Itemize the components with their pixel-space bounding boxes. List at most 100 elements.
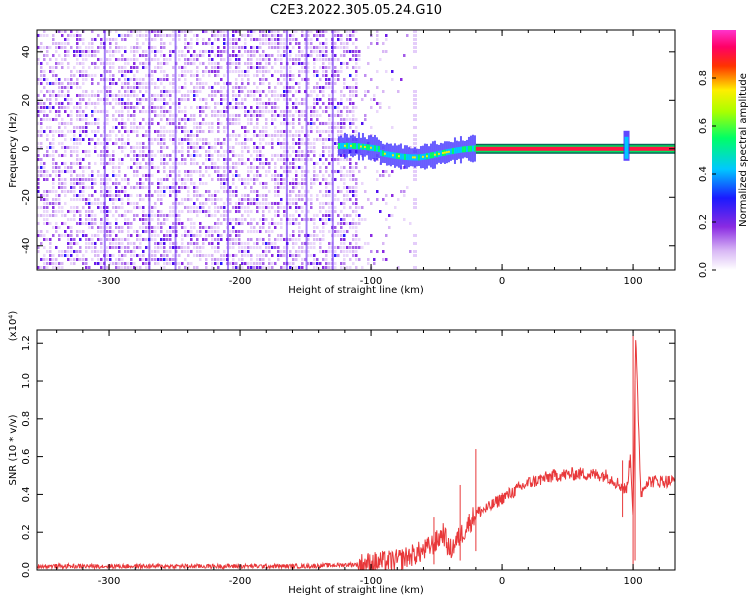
heatmap-cell: [247, 210, 250, 213]
heatmap-cell: [133, 82, 136, 85]
heatmap-cell: [190, 218, 193, 221]
heatmap-cell: [136, 186, 139, 189]
heatmap-cell: [244, 94, 247, 97]
heatmap-cell: [160, 154, 163, 157]
heatmap-cell: [211, 214, 214, 217]
heatmap-cell: [340, 34, 343, 37]
heatmap-cell: [58, 170, 61, 173]
heatmap-cell: [106, 154, 109, 157]
heatmap-cell: [253, 94, 256, 97]
heatmap-signal-core: [417, 154, 420, 161]
heatmap-cell: [340, 46, 343, 49]
heatmap-cell: [202, 138, 205, 141]
heatmap-cell: [124, 210, 127, 213]
heatmap-cell: [310, 38, 313, 41]
heatmap-cell: [349, 266, 352, 269]
heatmap-cell: [184, 126, 187, 129]
heatmap-cell: [130, 258, 133, 261]
heatmap-cell: [67, 34, 70, 37]
heatmap-cell: [220, 222, 223, 225]
heatmap-cell: [187, 230, 190, 233]
heatmap-cell: [100, 134, 103, 137]
heatmap-cell: [82, 66, 85, 69]
heatmap-cell: [298, 266, 301, 269]
heatmap-cell: [70, 242, 73, 245]
heatmap-cell: [253, 166, 256, 169]
heatmap-signal-peak: [425, 155, 428, 158]
heatmap-cell: [49, 262, 52, 265]
heatmap-cell: [100, 78, 103, 81]
heatmap-cell: [58, 126, 61, 129]
heatmap-cell: [40, 162, 43, 165]
heatmap-cell: [196, 190, 199, 193]
heatmap-cell: [265, 54, 268, 57]
heatmap-cell: [181, 250, 184, 253]
heatmap-signal-core: [339, 142, 342, 149]
heatmap-cell: [301, 70, 304, 73]
heatmap-cell: [382, 42, 385, 45]
heatmap-cell: [169, 206, 172, 209]
heatmap-cell: [232, 98, 235, 101]
heatmap-cell: [310, 126, 313, 129]
heatmap-cell: [157, 246, 160, 249]
heatmap-cell: [178, 174, 181, 177]
heatmap-cell: [61, 222, 64, 225]
heatmap-cell: [397, 266, 400, 269]
heatmap-cell: [217, 126, 220, 129]
heatmap-cell: [283, 170, 286, 173]
heatmap-cell: [43, 34, 46, 37]
heatmap-cell: [223, 206, 226, 209]
heatmap-cell: [40, 70, 43, 73]
heatmap-cell: [130, 70, 133, 73]
heatmap-cell: [46, 46, 49, 49]
heatmap-cell: [259, 130, 262, 133]
heatmap-cell: [253, 130, 256, 133]
heatmap-cell: [307, 242, 310, 245]
heatmap-cell: [295, 82, 298, 85]
heatmap-cell: [280, 254, 283, 257]
heatmap-cell: [40, 66, 43, 69]
heatmap-cell: [73, 162, 76, 165]
heatmap-cell: [112, 54, 115, 57]
heatmap-cell: [97, 58, 100, 61]
heatmap-cell: [412, 254, 417, 257]
heatmap-cell: [112, 242, 115, 245]
heatmap-cell: [106, 90, 109, 93]
heatmap-cell: [91, 178, 94, 181]
heatmap-cell: [124, 86, 127, 89]
heatmap-cell: [346, 250, 349, 253]
heatmap-cell: [133, 114, 136, 117]
heatmap-cell: [121, 146, 124, 149]
heatmap-cell: [61, 90, 64, 93]
heatmap-cell: [97, 122, 100, 125]
heatmap-cell: [355, 118, 358, 121]
heatmap-cell: [193, 158, 196, 161]
heatmap-cell: [343, 122, 346, 125]
heatmap-cell: [262, 58, 265, 61]
heatmap-cell: [199, 82, 202, 85]
heatmap-cell: [385, 218, 388, 221]
heatmap-cell: [232, 134, 235, 137]
heatmap-cell: [220, 50, 223, 53]
heatmap-cell: [262, 182, 265, 185]
heatmap-cell: [277, 178, 280, 181]
heatmap-cell: [376, 34, 379, 37]
heatmap-cell: [94, 250, 97, 253]
heatmap-cell: [316, 126, 319, 129]
heatmap-cell: [316, 178, 319, 181]
heatmap-cell: [163, 130, 166, 133]
heatmap-cell: [40, 118, 43, 121]
heatmap-cell: [166, 94, 169, 97]
heatmap-cell: [79, 182, 82, 185]
heatmap-cell: [319, 182, 322, 185]
heatmap-cell: [235, 118, 238, 121]
heatmap-cell: [340, 94, 343, 97]
heatmap-cell: [46, 214, 49, 217]
heatmap-cell: [115, 134, 118, 137]
snr-x-tick-label: 0: [499, 576, 505, 587]
heatmap-cell: [184, 98, 187, 101]
heatmap-cell: [163, 238, 166, 241]
heatmap-cell: [232, 50, 235, 53]
heatmap-cell: [322, 130, 325, 133]
heatmap-cell: [76, 194, 79, 197]
